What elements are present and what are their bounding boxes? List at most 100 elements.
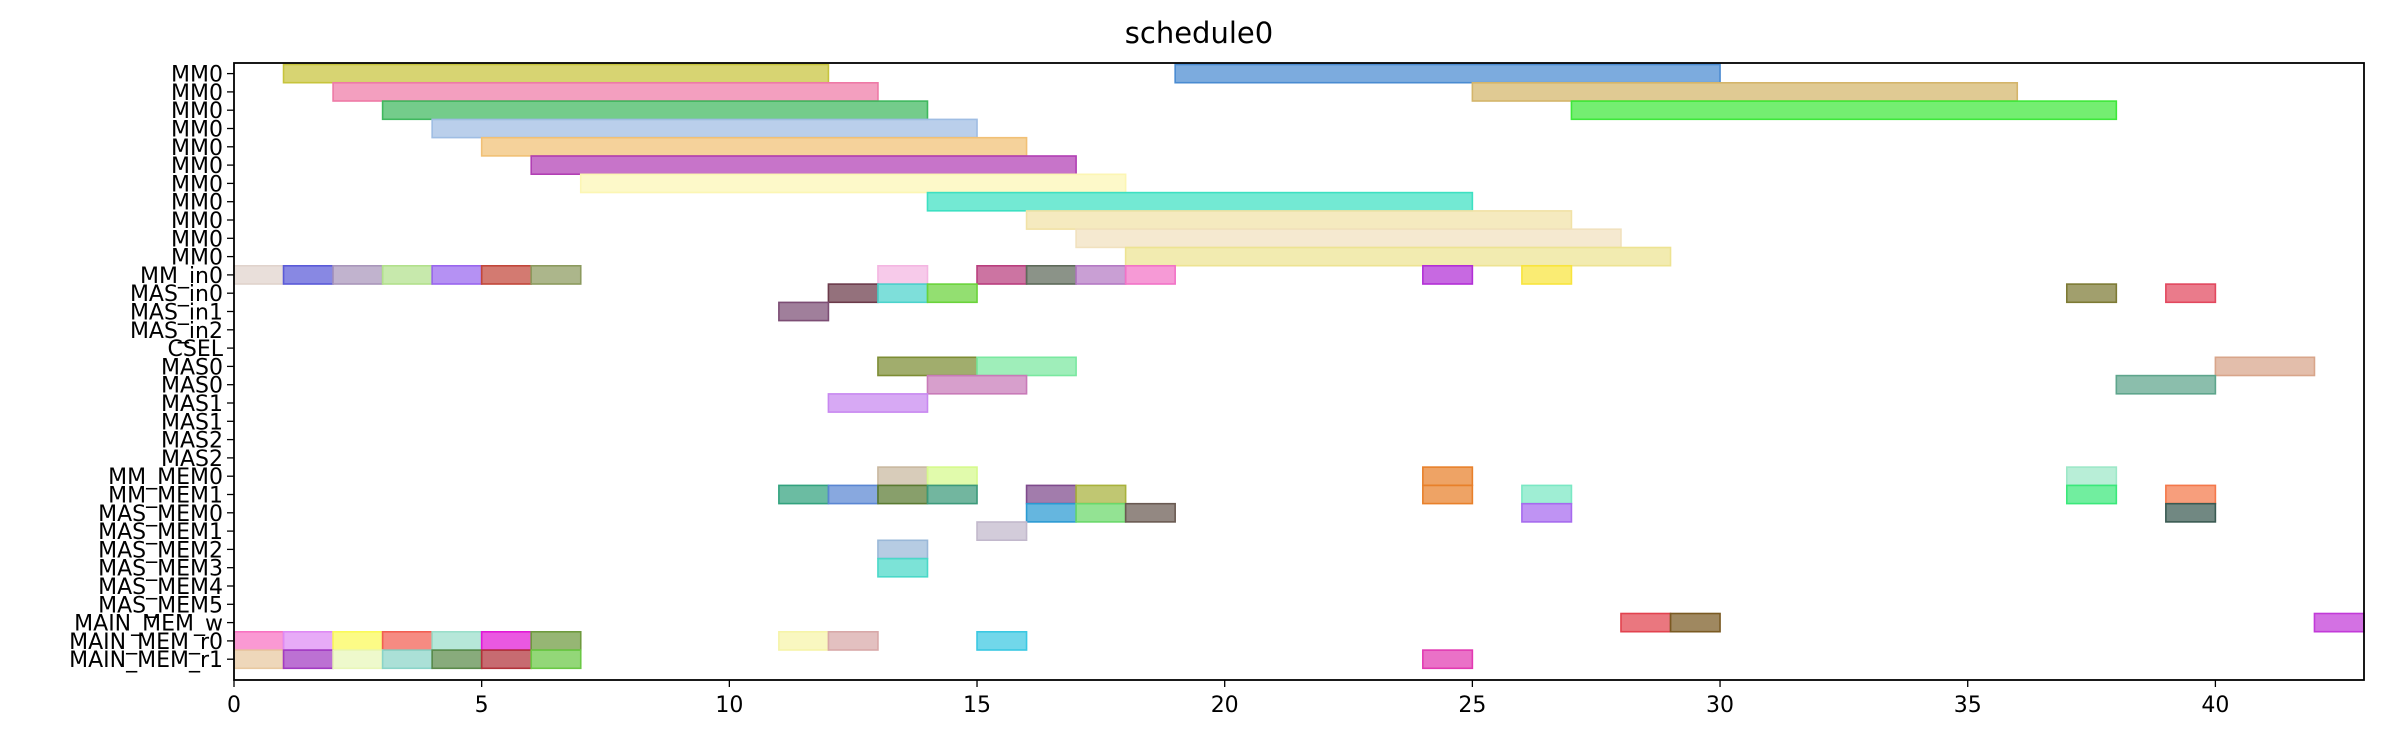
- task-bar: [233, 630, 285, 651]
- task-bar: [2115, 374, 2217, 395]
- y-tick-label: MAS0: [161, 355, 223, 380]
- y-tick-label: MM0: [171, 63, 223, 88]
- task-bar: [480, 136, 1028, 157]
- task-bar: [827, 283, 879, 304]
- task-bar: [381, 630, 433, 651]
- task-bar: [1422, 264, 1474, 285]
- task-bar: [827, 630, 879, 651]
- task-bar: [1521, 484, 1573, 505]
- task-bar: [877, 557, 929, 578]
- y-tick-label: MM0: [171, 118, 223, 143]
- y-tick-label: MM0: [171, 209, 223, 234]
- y-tick-label: MM0: [171, 227, 223, 252]
- task-bar: [332, 264, 384, 285]
- y-tick-label: MM_in0: [140, 264, 223, 289]
- task-bar: [1075, 264, 1127, 285]
- y-tick-label: MAS1: [161, 392, 223, 417]
- y-tick-label: MAS2: [161, 447, 223, 472]
- task-bar: [778, 484, 830, 505]
- y-tick-label: MAS_MEM5: [98, 593, 223, 618]
- y-tick-label: MAS0: [161, 374, 223, 399]
- task-bar: [1669, 612, 1721, 633]
- task-bar: [2313, 612, 2365, 633]
- task-bar: [1075, 484, 1127, 505]
- task-bar: [2165, 283, 2217, 304]
- task-bar: [1422, 649, 1474, 670]
- task-bar: [1174, 63, 1721, 84]
- task-bar: [877, 539, 929, 560]
- chart-title: schedule0: [1125, 16, 1273, 50]
- y-tick-label: MM0: [171, 136, 223, 161]
- task-bar: [233, 649, 285, 670]
- y-tick-label: CSEL: [168, 337, 224, 362]
- y-tick-label: MM_MEM0: [108, 465, 223, 490]
- y-tick-label: MM0: [171, 191, 223, 216]
- task-bar: [778, 301, 830, 322]
- x-tick-label: 10: [715, 693, 743, 718]
- y-tick-label: MAS_MEM4: [98, 575, 223, 600]
- task-bar: [976, 356, 1077, 377]
- task-bar: [2214, 356, 2316, 377]
- y-tick-label: MAS1: [161, 410, 223, 435]
- task-bar: [2065, 466, 2118, 487]
- task-bar: [1570, 100, 2118, 121]
- task-bar: [1075, 228, 1622, 249]
- task-bar: [431, 264, 483, 285]
- task-bar: [926, 374, 1028, 395]
- x-axis: 0 5 10 15 20 25 30 35 40: [227, 680, 2229, 718]
- task-bar: [1422, 466, 1474, 487]
- task-bar: [431, 630, 483, 651]
- y-tick-label: MM0: [171, 99, 223, 124]
- task-bar: [877, 484, 929, 505]
- task-bar: [2165, 502, 2217, 523]
- task-bar: [1025, 210, 1573, 230]
- task-bar: [480, 264, 533, 285]
- task-bar: [1075, 502, 1127, 523]
- y-tick-label: MAS_in0: [130, 282, 223, 307]
- task-bar: [431, 649, 483, 670]
- x-tick-label: 5: [475, 693, 489, 718]
- y-tick-label: MM0: [171, 154, 223, 179]
- task-bar: [530, 155, 1077, 176]
- task-bar: [2165, 484, 2217, 505]
- task-bar: [877, 264, 929, 285]
- task-bar: [976, 521, 1028, 542]
- x-tick-label: 35: [1954, 693, 1982, 718]
- task-bar: [1422, 484, 1474, 505]
- task-bar: [1521, 502, 1573, 523]
- y-tick-label: MM0: [171, 246, 223, 271]
- task-bar: [431, 118, 978, 139]
- y-tick-label: MAIN_MEM_w: [74, 612, 223, 637]
- task-bar: [1521, 264, 1573, 285]
- plot-frame: [233, 62, 2365, 681]
- y-axis: MM0MM0MM0MM0MM0MM0MM0MM0MM0MM0MM0MM_in0M…: [69, 63, 234, 673]
- x-tick-label: 20: [1211, 693, 1239, 718]
- task-bar: [1124, 264, 1176, 285]
- task-bar: [480, 649, 533, 670]
- task-bar: [926, 283, 978, 304]
- y-tick-label: MAS_MEM1: [98, 520, 223, 545]
- task-bar: [332, 82, 879, 102]
- task-bar: [926, 191, 1474, 212]
- task-bar: [976, 630, 1028, 651]
- task-bar: [1025, 484, 1077, 505]
- y-tick-label: MAIN_MEM_r1: [69, 648, 223, 673]
- task-bar: [233, 264, 285, 285]
- task-bar: [877, 283, 929, 304]
- task-bar: [282, 649, 334, 670]
- y-tick-label: MAS_MEM2: [98, 538, 223, 563]
- task-bar: [381, 264, 433, 285]
- task-bar: [976, 264, 1028, 285]
- task-bars: [233, 63, 2365, 670]
- task-bar: [877, 466, 929, 487]
- x-tick-label: 30: [1706, 693, 1734, 718]
- task-bar: [827, 484, 879, 505]
- y-tick-label: MAS_MEM3: [98, 557, 223, 582]
- y-tick-label: MM_MEM1: [108, 484, 223, 509]
- x-tick-label: 40: [2201, 693, 2229, 718]
- task-bar: [579, 173, 1127, 194]
- task-bar: [282, 630, 334, 651]
- y-tick-label: MAS_in1: [130, 301, 223, 326]
- task-bar: [1025, 502, 1077, 523]
